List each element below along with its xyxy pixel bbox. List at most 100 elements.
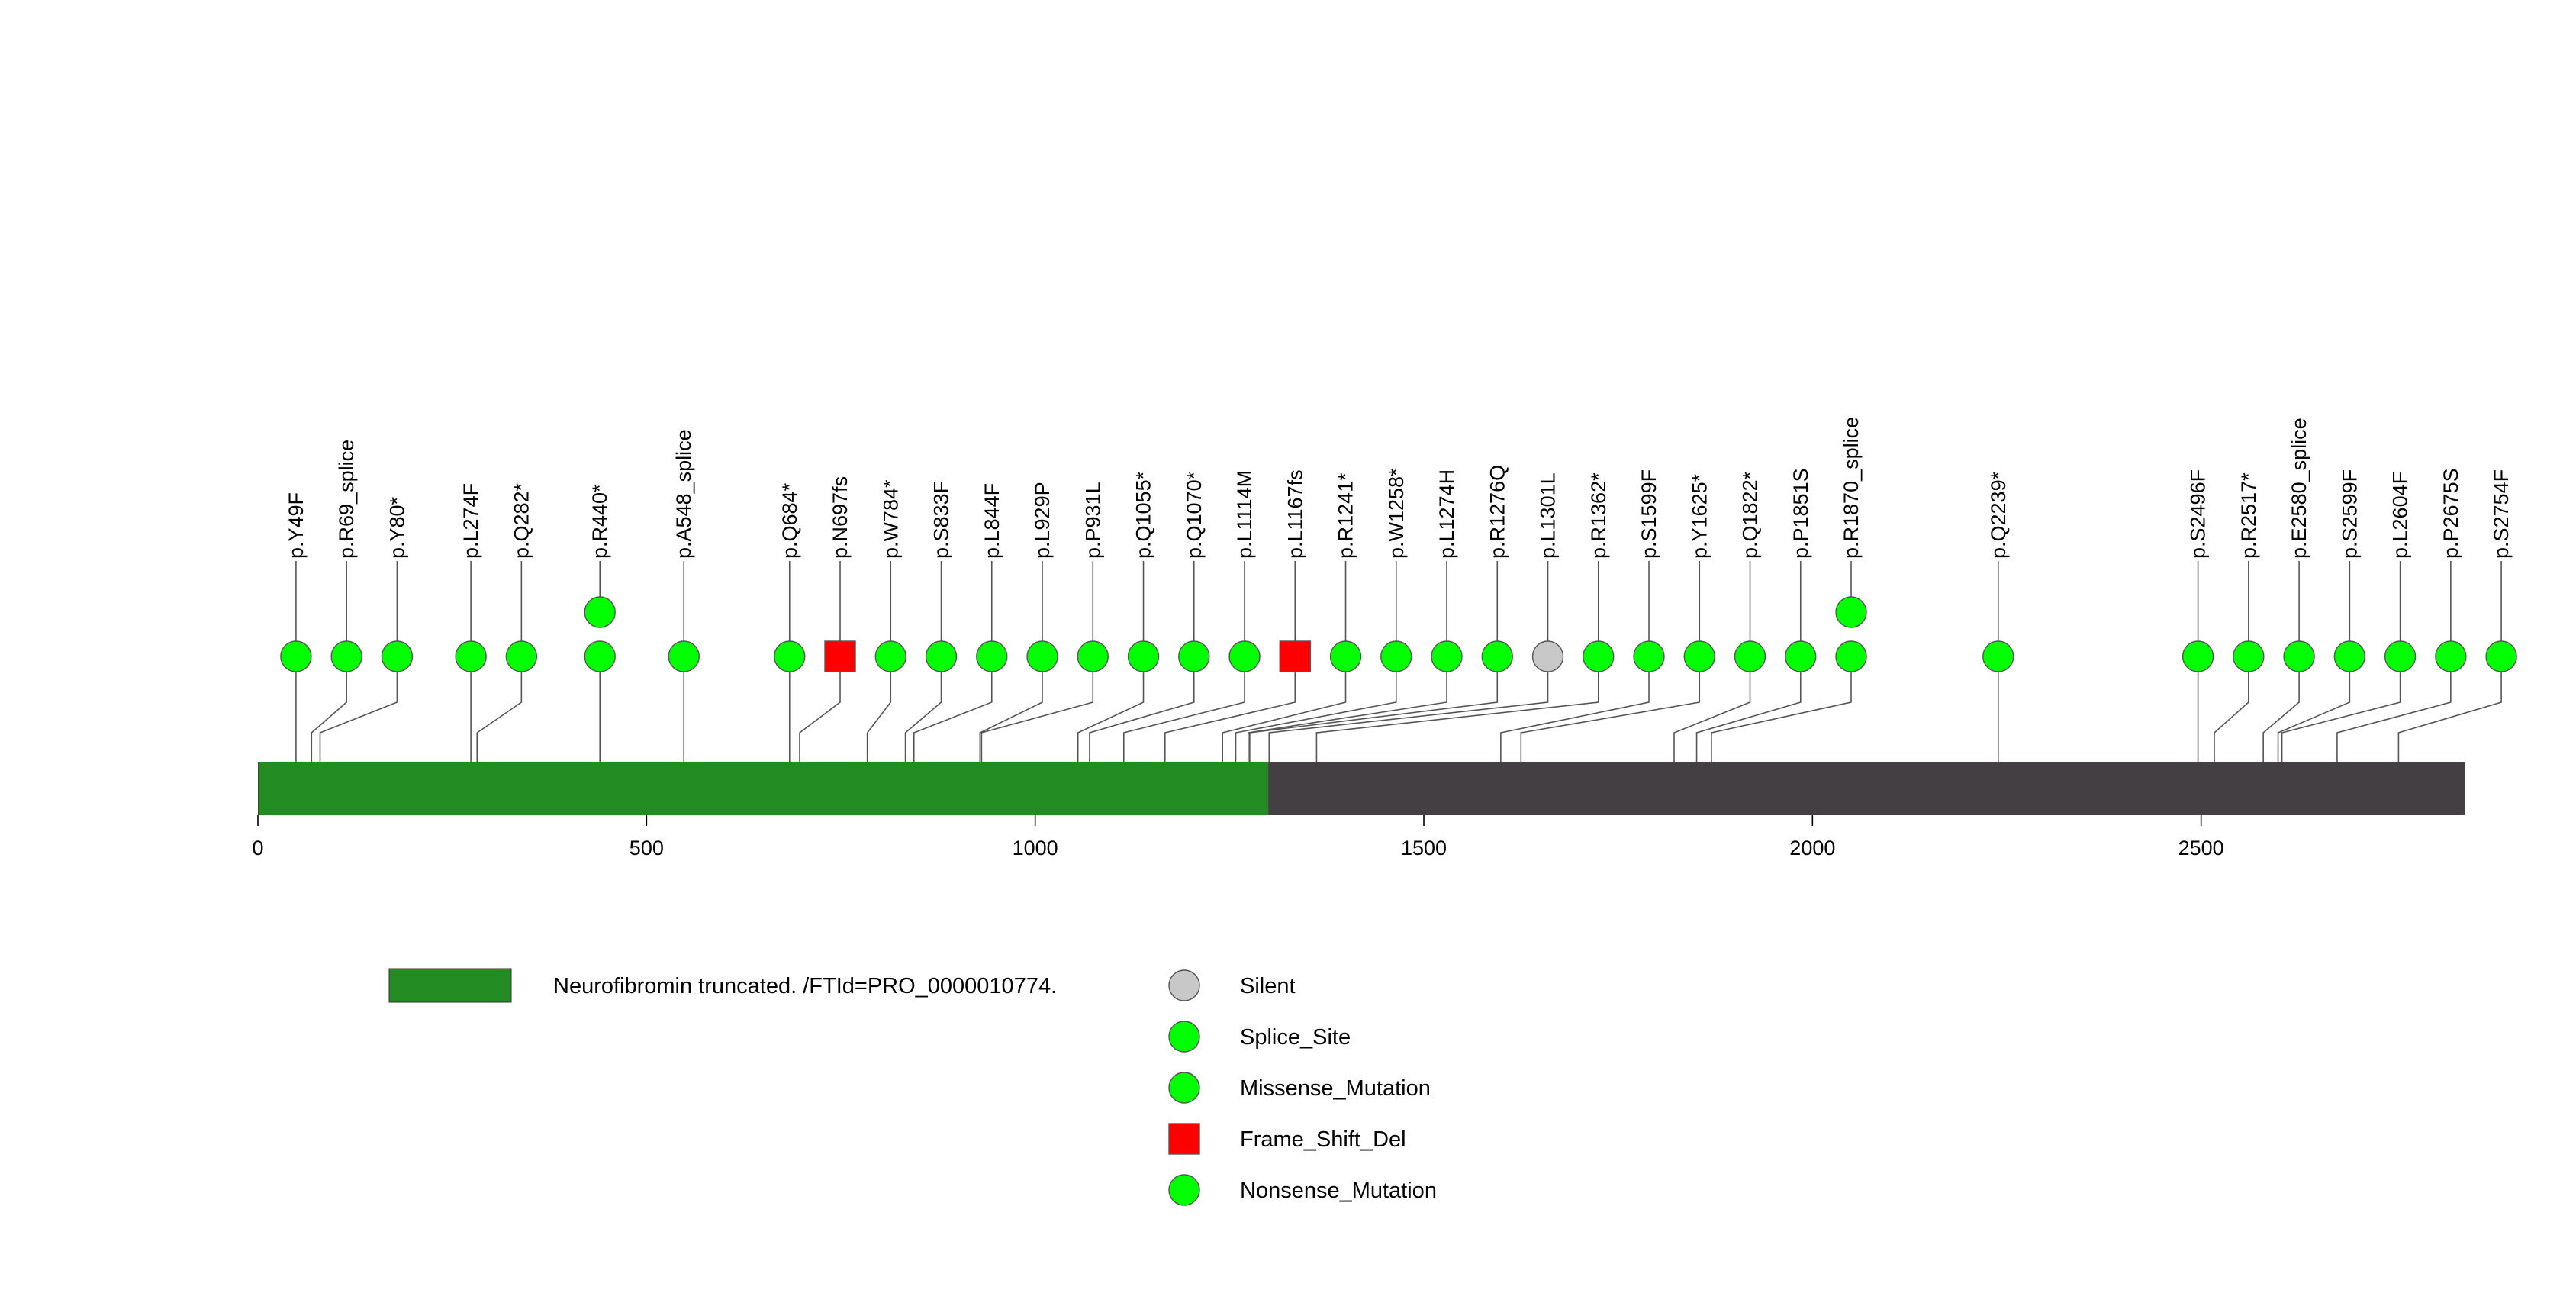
mark-p-s2599f [2333, 640, 2366, 672]
label-p-y49f: p.Y49F [285, 492, 308, 559]
legend-label-nonsense-mutation: Nonsense_Mutation [1240, 1179, 1437, 1203]
label-p-r1870-splice: p.R1870_splice [1840, 417, 1863, 559]
label-p-r2517-stop: p.R2517* [2237, 472, 2260, 559]
legend-swatch-splice-site [1168, 1021, 1200, 1053]
mark-p-n697fs [824, 640, 856, 672]
mark-p-s2754f [2485, 640, 2517, 672]
mark-p-q282-stop [505, 640, 538, 672]
mark-p-a548-splice [668, 640, 700, 672]
mark-p-s2496f [2182, 640, 2214, 672]
mark-p-l929p [1026, 640, 1058, 672]
label-p-q282-stop: p.Q282* [510, 482, 533, 559]
label-p-l274f: p.L274F [459, 483, 482, 559]
mark-p-e2580-splice [2283, 640, 2315, 672]
label-p-e2580-splice: p.E2580_splice [2288, 418, 2310, 559]
label-p-q1070-stop: p.Q1070* [1183, 471, 1206, 559]
mark-p-s833f [925, 640, 958, 672]
mark-p-p2675s [2435, 640, 2467, 672]
mark-p-w784-stop [874, 640, 906, 672]
mark-p-y80-stop [381, 640, 414, 672]
mark-p-r1276q [1481, 640, 1513, 672]
mutation-labels: p.Y49F p.R69_splice p.Y80* p.L274F p.Q282* p.… [285, 417, 2513, 559]
axis-tick-label-500: 500 [630, 837, 664, 859]
legend-domain-label: Neurofibromin truncated. /FTId=PRO_00000… [553, 974, 1057, 998]
label-p-s833f: p.S833F [930, 481, 953, 559]
mark-p-q684-stop [774, 640, 806, 672]
mark-p-s1599f [1633, 640, 1665, 672]
label-p-p931l: p.P931L [1081, 482, 1104, 559]
label-p-r69-splice: p.R69_splice [335, 440, 358, 559]
label-p-q1055-stop: p.Q1055* [1132, 471, 1155, 559]
mark-p-l1167fs [1279, 640, 1311, 672]
label-p-r1241-stop: p.R1241* [1335, 472, 1357, 559]
legend-domain-swatch [388, 968, 512, 1003]
label-p-l929p: p.L929P [1031, 482, 1054, 559]
mark-p-l844f [976, 640, 1008, 672]
label-p-w784-stop: p.W784* [879, 479, 902, 559]
axis-tick-label-2500: 2500 [2178, 837, 2224, 859]
label-p-n697fs: p.N697fs [829, 476, 852, 559]
mark-p-r2517-stop [2233, 640, 2265, 672]
label-p-p2675s: p.P2675S [2439, 468, 2462, 559]
legend-swatch-frame-shift-del [1168, 1123, 1200, 1155]
mark-p-r1362-stop [1583, 640, 1615, 672]
label-p-s2496f: p.S2496F [2187, 469, 2210, 559]
label-p-l1301l: p.L1301L [1537, 472, 1560, 559]
axis-tick-label-0: 0 [252, 837, 263, 859]
mark-p-r69-splice [330, 640, 362, 672]
legend-label-silent: Silent [1240, 974, 1296, 998]
label-p-q684-stop: p.Q684* [778, 482, 801, 559]
label-p-w1258-stop: p.W1258* [1385, 468, 1408, 559]
mark-p-l1274h [1431, 640, 1463, 672]
x-axis: 0 500 1000 1500 2000 2500 [252, 815, 2224, 859]
label-p-r1362-stop: p.R1362* [1587, 472, 1610, 559]
legend-swatch-nonsense-mutation [1168, 1174, 1200, 1206]
label-p-s2599f: p.S2599F [2338, 469, 2361, 559]
legend-label-frame-shift-del: Frame_Shift_Del [1240, 1127, 1406, 1152]
label-p-a548-splice: p.A548_splice [672, 429, 695, 559]
label-p-p1851s: p.P1851S [1789, 468, 1812, 559]
mark-p-r440-stop-2 [584, 596, 616, 628]
mark-p-p931l [1077, 640, 1109, 672]
mark-p-q1070-stop [1178, 640, 1210, 672]
label-p-y80-stop: p.Y80* [385, 496, 408, 559]
label-p-s1599f: p.S1599F [1637, 469, 1660, 559]
label-p-r1276q: p.R1276Q [1486, 465, 1509, 559]
mark-p-r1870-splice [1835, 640, 1867, 672]
label-p-s2754f: p.S2754F [2490, 469, 2513, 559]
mutation-marks [280, 596, 2517, 672]
legend-swatch-silent [1168, 969, 1200, 1001]
label-p-l1274h: p.L1274H [1435, 469, 1458, 559]
mark-p-l2604f [2384, 640, 2417, 672]
label-p-q2239-stop: p.Q2239* [1987, 471, 2010, 559]
mark-p-l1114m [1228, 640, 1261, 672]
domain-neurofibromin-truncated-ftid-p [259, 762, 1269, 815]
mark-p-y1625-stop [1683, 640, 1715, 672]
mark-p-q1822-stop [1734, 640, 1766, 672]
label-p-l1114m: p.L1114M [1233, 470, 1256, 559]
label-p-l1167fs: p.L1167fs [1283, 469, 1306, 559]
legend-label-splice-site: Splice_Site [1240, 1025, 1351, 1050]
legend-label-missense-mutation: Missense_Mutation [1240, 1076, 1431, 1101]
mark-p-l274f [455, 640, 487, 672]
label-p-q1822-stop: p.Q1822* [1739, 471, 1762, 559]
mark-p-l1301l [1531, 640, 1564, 672]
mark-p-r440-stop [584, 640, 616, 672]
mark-p-r1870-splice-2 [1835, 596, 1867, 628]
axis-tick-label-1500: 1500 [1401, 837, 1447, 859]
label-p-r440-stop: p.R440* [588, 484, 611, 559]
mark-p-y49f [280, 640, 312, 672]
mark-p-w1258-stop [1380, 640, 1412, 672]
protein-backbone [258, 762, 2465, 815]
label-p-y1625-stop: p.Y1625* [1688, 473, 1711, 559]
mark-p-p1851s [1785, 640, 1817, 672]
label-p-l844f: p.L844F [980, 483, 1003, 559]
mark-p-q2239-stop [1982, 640, 2014, 672]
label-p-l2604f: p.L2604F [2389, 472, 2412, 559]
legend-swatch-missense-mutation [1168, 1072, 1200, 1104]
legend: Neurofibromin truncated. /FTId=PRO_00000… [388, 968, 1437, 1206]
axis-tick-label-1000: 1000 [1013, 837, 1058, 859]
axis-tick-label-2000: 2000 [1789, 837, 1835, 859]
mark-p-r1241-stop [1329, 640, 1362, 672]
mark-p-q1055-stop [1127, 640, 1160, 672]
